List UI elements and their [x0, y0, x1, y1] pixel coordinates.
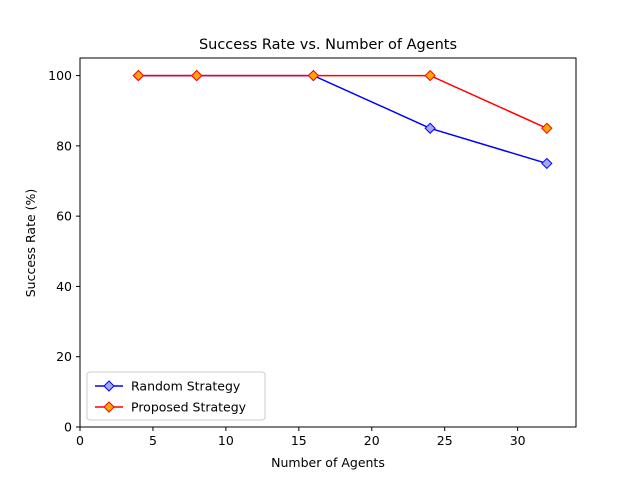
series-1-point — [424, 122, 436, 134]
x-tick-label: 0 — [76, 433, 84, 448]
y-tick-label: 100 — [48, 68, 72, 83]
y-tick-label: 80 — [56, 138, 72, 153]
series-2-point — [541, 122, 553, 134]
y-tick-label: 0 — [64, 420, 72, 435]
series-1-point — [541, 157, 553, 170]
series-line-2 — [138, 74, 548, 129]
series-2-point — [132, 69, 145, 82]
legend-label-2: Proposed Strategy — [131, 400, 247, 415]
legend: Random Strategy Proposed Strategy — [86, 371, 266, 421]
x-tick-label: 30 — [510, 433, 526, 448]
x-tick-label: 25 — [437, 433, 453, 448]
x-tick-label: 10 — [218, 433, 234, 448]
series-2-point — [424, 69, 436, 82]
plot-frame — [79, 57, 577, 428]
legend-marker-2 — [103, 401, 115, 413]
y-tick-label: 60 — [56, 209, 72, 224]
plot-area: 0 5 10 15 20 25 30 0 20 40 60 80 100 — [48, 57, 577, 448]
chart-title: Success Rate vs. Number of Agents — [199, 37, 457, 53]
y-tick-label: 40 — [56, 279, 72, 294]
y-axis-label: Success Rate (%) — [23, 189, 38, 298]
series-line-1 — [138, 74, 548, 165]
legend-box — [86, 371, 266, 421]
y-tick-label: 20 — [56, 349, 72, 364]
x-tick-label: 5 — [149, 433, 157, 448]
legend-label-1: Random Strategy — [131, 379, 241, 394]
series-2-point — [307, 69, 320, 82]
legend-marker-1 — [103, 380, 115, 392]
x-axis-label: Number of Agents — [271, 455, 385, 470]
series-2-point — [190, 69, 203, 82]
x-tick-label: 15 — [291, 433, 307, 448]
x-tick-label: 20 — [364, 433, 380, 448]
